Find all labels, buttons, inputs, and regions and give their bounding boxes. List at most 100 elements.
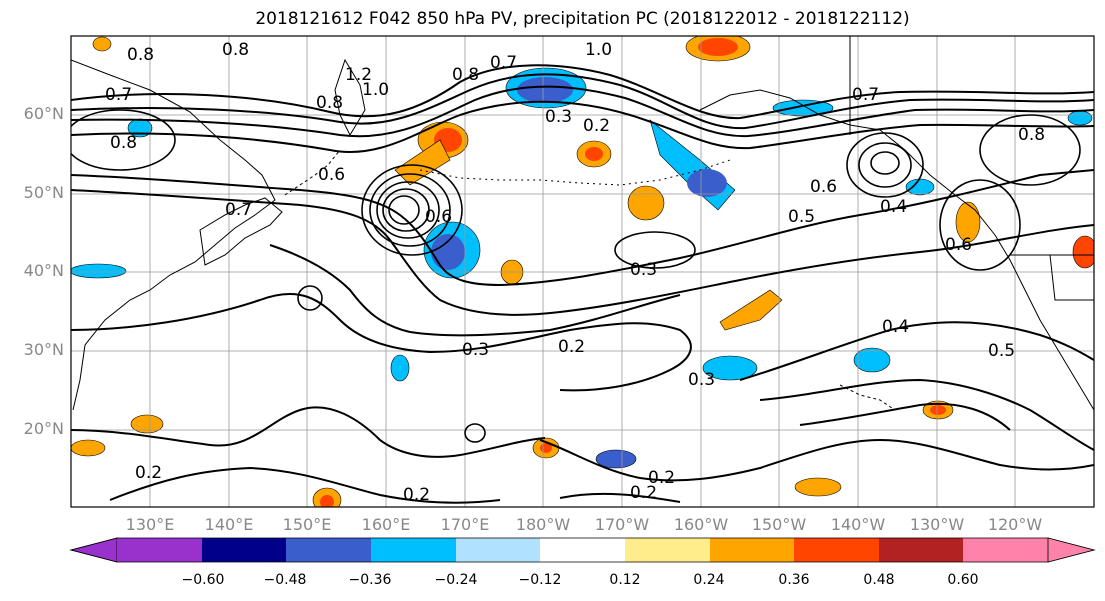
pv-closed-contour — [614, 231, 696, 269]
contour-label: 0.5 — [988, 341, 1015, 361]
lon-label: 170°E — [440, 515, 490, 534]
precip-blue-blob — [517, 77, 573, 103]
lat-label: 60°N — [23, 104, 64, 123]
contour-label: 0.4 — [882, 317, 909, 337]
colorbar-tick-label: −0.48 — [263, 572, 307, 588]
colorbar-extend-low — [69, 537, 118, 563]
precip-orange-blob — [71, 439, 106, 457]
colorbar-cell — [963, 538, 1048, 562]
lat-label: 50°N — [23, 183, 64, 202]
contour-label: 0.2 — [648, 468, 675, 488]
colorbar-cell — [371, 538, 456, 562]
contour-label: 0.8 — [110, 133, 137, 153]
precip-blue-blob — [431, 234, 465, 270]
aleutian-islands — [419, 159, 731, 186]
contour-label: 0.2 — [558, 337, 585, 357]
kuril-islands — [284, 149, 341, 196]
colorbar-cell — [710, 538, 794, 562]
pv-closed-contour — [382, 188, 430, 232]
precip-red-blob — [698, 38, 738, 56]
contour-label: 0.3 — [688, 370, 715, 390]
pv-closed-contour — [376, 181, 440, 239]
precip-orange-blob — [92, 36, 112, 52]
contour-label: 0.6 — [425, 207, 452, 227]
pv-contour — [71, 169, 1094, 287]
lon-label: 140°W — [830, 515, 886, 534]
colorbar-tick-label: 0.48 — [863, 572, 895, 588]
lon-label: 180°W — [515, 515, 571, 534]
pv-closed-contour — [870, 151, 900, 175]
colorbar-tick-label: −0.12 — [518, 572, 562, 588]
contour-label: 0.2 — [403, 485, 430, 505]
contour-label: 0.3 — [630, 260, 657, 280]
precip-red-blob — [930, 405, 946, 415]
precip-red-blob — [320, 495, 334, 507]
precip-blue-blob — [772, 99, 834, 117]
pv-contour — [739, 321, 1094, 381]
lat-label: 20°N — [23, 419, 64, 438]
contour-label: 0.4 — [880, 197, 907, 217]
colorbar-tick-label: 0.24 — [693, 572, 725, 588]
pv-closed-contour — [388, 195, 420, 225]
lon-label: 160°W — [673, 515, 729, 534]
pv-contour — [71, 406, 546, 458]
colorbar-cell — [625, 538, 710, 562]
pv-contour — [71, 73, 1094, 130]
pv-contour — [559, 492, 681, 503]
contour-label: 0.7 — [225, 200, 252, 220]
pv-contour — [759, 378, 1094, 451]
colorbar-tick-label: 0.12 — [609, 572, 641, 588]
pv-contour — [71, 85, 1094, 138]
precip-blue-blob — [595, 449, 637, 469]
contour-label: 0.3 — [462, 340, 489, 360]
precip-orange-band — [719, 289, 783, 331]
hawaii-islands — [839, 384, 896, 411]
alaska-coastline — [699, 89, 996, 236]
contour-label: 0.8 — [127, 45, 154, 65]
japan-coastline — [199, 197, 283, 266]
contour-label: 0.7 — [105, 85, 132, 105]
colorbar-tick-label: −0.60 — [181, 572, 225, 588]
north-america-coastline — [994, 234, 1094, 411]
precipitation-shading — [71, 36, 1094, 507]
colorbar-cell — [202, 538, 286, 562]
precip-orange-blob — [794, 477, 842, 497]
contour-label: 0.8 — [452, 65, 479, 85]
contour-label: 0.6 — [810, 177, 837, 197]
colorbar-cell — [117, 538, 202, 562]
contour-label: 0.7 — [852, 85, 879, 105]
precip-red-blob — [1072, 235, 1094, 269]
colorbar-extend-high — [1047, 537, 1096, 563]
lon-label: 140°E — [204, 515, 254, 534]
pv-closed-contour — [846, 132, 924, 198]
contour-label: 0.6 — [318, 165, 345, 185]
pv-closed-contour — [858, 142, 912, 188]
lon-label: 170°W — [594, 515, 650, 534]
pv-contour — [539, 438, 1094, 482]
lon-label: 150°W — [751, 515, 807, 534]
coastlines — [71, 36, 1094, 411]
precip-red-blob — [585, 147, 603, 161]
colorbar-tick-label: 0.60 — [947, 572, 979, 588]
contour-label: 0.8 — [222, 40, 249, 60]
lon-label: 120°W — [987, 515, 1043, 534]
map-plot-area: 0.8 0.8 0.7 0.8 0.8 1.2 1.0 0.8 0.7 1.0 … — [71, 36, 1094, 507]
map-frame — [70, 35, 1095, 508]
precip-blue-blob — [702, 355, 758, 381]
map-title: 2018121612 F042 850 hPa PV, precipitatio… — [255, 9, 910, 29]
precip-orange-blob — [627, 185, 665, 221]
lat-label: 30°N — [23, 340, 64, 359]
contour-label: 0.2 — [630, 483, 657, 503]
precip-blue-blob — [687, 169, 727, 197]
pv-contour — [71, 189, 1094, 316]
contour-label: 0.2 — [583, 116, 610, 136]
pv-contour — [71, 100, 1094, 153]
colorbar-tick-label: 0.36 — [778, 572, 810, 588]
lon-label: 150°E — [282, 515, 332, 534]
lon-label: 130°W — [909, 515, 965, 534]
contour-label: 1.2 — [345, 65, 372, 85]
pv-closed-contours — [71, 109, 1081, 443]
lon-label: 160°E — [361, 515, 411, 534]
precip-blue-blob — [905, 178, 935, 196]
